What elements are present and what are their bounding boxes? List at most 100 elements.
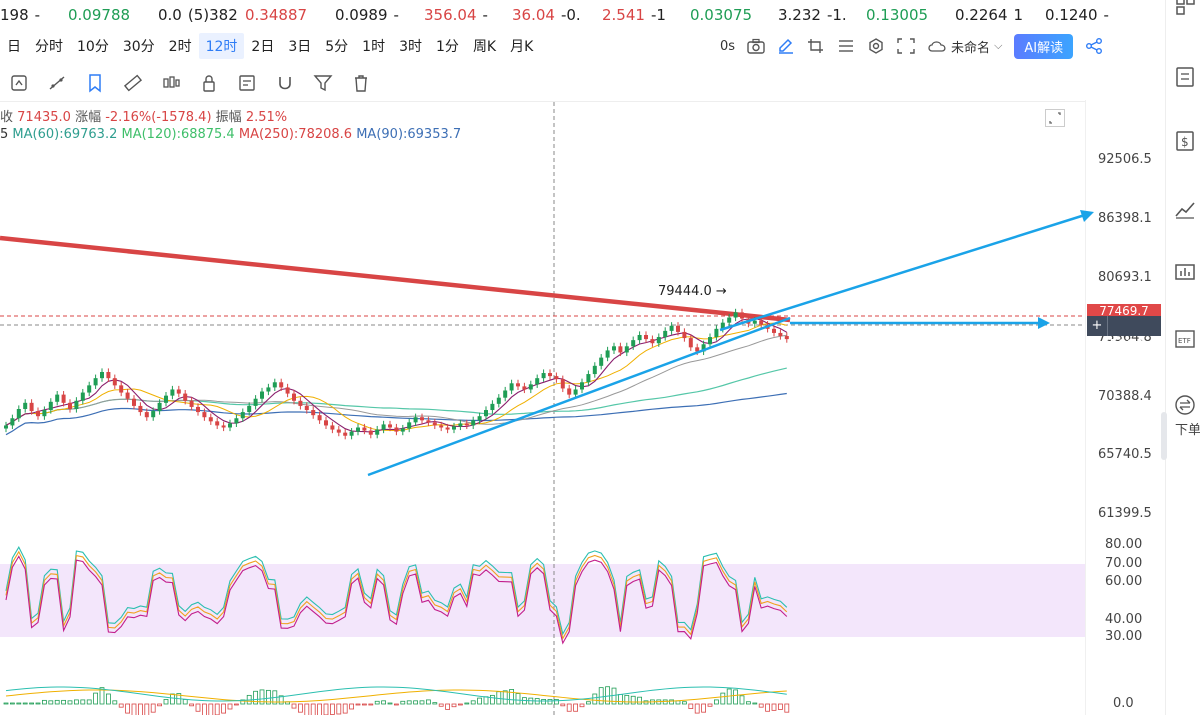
exchange-icon[interactable] (1174, 394, 1196, 416)
period-tab[interactable]: 周K (472, 39, 497, 55)
candle-body (586, 374, 591, 383)
rsi-tick-label: 40.00 (1105, 612, 1143, 627)
ticker-item[interactable]: 3.232 -1. (778, 6, 847, 24)
ticker-item[interactable]: 0.09788 (68, 6, 136, 24)
order-panel-label[interactable]: 下单 (1175, 423, 1200, 438)
rsi-band (0, 564, 1085, 637)
candle-body (471, 420, 476, 426)
ruler-icon[interactable] (114, 71, 152, 95)
macd-bar (400, 700, 406, 705)
chart-trend-icon[interactable] (1174, 198, 1196, 220)
monitor-chart-icon[interactable] (1174, 262, 1196, 284)
macd-bar (746, 701, 751, 705)
candle-body (727, 317, 732, 323)
period-tab[interactable]: 12时 (198, 33, 245, 59)
ai-interpret-button[interactable]: AI解读 (1014, 33, 1074, 59)
period-tab[interactable]: 3时 (399, 39, 423, 55)
ticker-item[interactable]: 198- (0, 6, 40, 24)
candle-body (221, 425, 226, 428)
period-tab[interactable]: 30分 (122, 39, 155, 55)
crosshair-price-tag[interactable]: +76506.0 (1087, 316, 1161, 353)
grid-apps-icon[interactable] (1174, 0, 1196, 16)
macd-bar (329, 703, 335, 715)
collapse-handle[interactable] (1161, 412, 1167, 460)
expand-icon[interactable] (1045, 109, 1065, 127)
period-tab[interactable]: 3日 (288, 39, 312, 55)
period-tab[interactable]: 分时 (35, 39, 63, 55)
macd-tick-label: 0.0 (1113, 696, 1134, 711)
period-tab[interactable]: 2时 (168, 39, 192, 55)
candle-tool-icon[interactable] (152, 71, 190, 95)
crosshair-value: 76506.0 (1093, 338, 1147, 353)
kline-chart[interactable] (0, 0, 1165, 715)
macd-bar (387, 702, 393, 705)
ticker-item[interactable]: 2.541 -1 (602, 6, 666, 24)
fullscreen-icon[interactable] (897, 38, 915, 54)
candle-body (48, 401, 53, 411)
candle-body (477, 416, 482, 421)
document-icon[interactable] (1174, 66, 1196, 88)
crop-icon[interactable] (807, 38, 825, 54)
period-tab[interactable]: 1时 (362, 39, 386, 55)
period-tab[interactable]: 月K (510, 39, 534, 55)
layout-selector[interactable]: 未命名 ⌵ (927, 37, 1002, 56)
list-settings-icon[interactable] (837, 38, 855, 54)
candle-body (349, 431, 354, 436)
bookmark-icon[interactable] (76, 71, 114, 95)
ticker-item[interactable]: 0.0 (5)382 (158, 6, 238, 24)
sync-draw-icon[interactable] (0, 71, 38, 95)
ticker-item[interactable]: 0.03075 (690, 6, 758, 24)
macd-bar (310, 703, 316, 715)
share-icon[interactable] (1085, 37, 1103, 55)
note-edit-icon[interactable] (228, 71, 266, 95)
macd-bar (157, 703, 163, 707)
ticker-item[interactable]: 0.13005 (866, 6, 934, 24)
period-tab[interactable]: 10分 (77, 39, 109, 55)
macd-bar (739, 695, 745, 705)
macd-bar (278, 695, 284, 705)
candle-body (464, 423, 469, 426)
trend-tool-icon[interactable] (38, 71, 76, 95)
candle-body (100, 372, 104, 379)
filter-icon[interactable] (304, 71, 342, 95)
period-tab[interactable]: 1分 (436, 39, 459, 55)
ticker-item[interactable]: 356.04- (424, 6, 488, 24)
ticker-item[interactable]: 0.1240- (1045, 6, 1109, 24)
rsi-tick-label: 70.00 (1105, 556, 1143, 571)
close-value: 71435.0 (17, 110, 71, 125)
ma-prefix: 5 (0, 127, 9, 142)
rsi-line-slow (5, 555, 788, 645)
candle-body (362, 427, 367, 431)
ticker-item[interactable]: 0.34887 (245, 6, 313, 24)
macd-bar (669, 699, 674, 705)
ticker-item[interactable]: 0.0989- (335, 6, 399, 24)
ticker-value: 2.541 (602, 6, 645, 24)
ticker-item[interactable]: 36.04 -0. (512, 6, 581, 24)
ticker-bar: 198- 0.09788 0.0 (5)382 0.34887 0.0989- 356.04… (0, 0, 1165, 32)
macd-bar (432, 702, 438, 705)
magnet-icon[interactable] (266, 71, 304, 95)
etf-icon[interactable]: ETF (1174, 328, 1196, 350)
period-tab[interactable]: 5分 (325, 39, 349, 55)
ma250-value: MA(250):78208.6 (238, 127, 353, 142)
period-tab[interactable]: 日 (7, 39, 21, 55)
dollar-doc-icon[interactable]: $ (1174, 130, 1196, 152)
camera-icon[interactable] (747, 38, 765, 54)
candle-body (452, 426, 456, 430)
pencil-icon[interactable] (777, 38, 795, 54)
candle-body (23, 402, 28, 409)
candle-body (29, 402, 34, 412)
macd-bar (419, 700, 425, 705)
add-alert-icon[interactable]: + (1087, 316, 1108, 336)
macd-bar (368, 703, 374, 706)
candle-body (324, 420, 328, 426)
candle-body (624, 346, 629, 353)
ticker-item[interactable]: 0.2264 1 (955, 6, 1023, 24)
candle-body (388, 424, 392, 428)
macd-bar (336, 703, 342, 715)
trash-icon[interactable] (342, 71, 380, 95)
period-tab[interactable]: 2日 (251, 39, 275, 55)
lock-icon[interactable] (190, 71, 228, 95)
gear-icon[interactable] (867, 38, 885, 54)
price-tick-label: 65740.5 (1098, 447, 1152, 462)
